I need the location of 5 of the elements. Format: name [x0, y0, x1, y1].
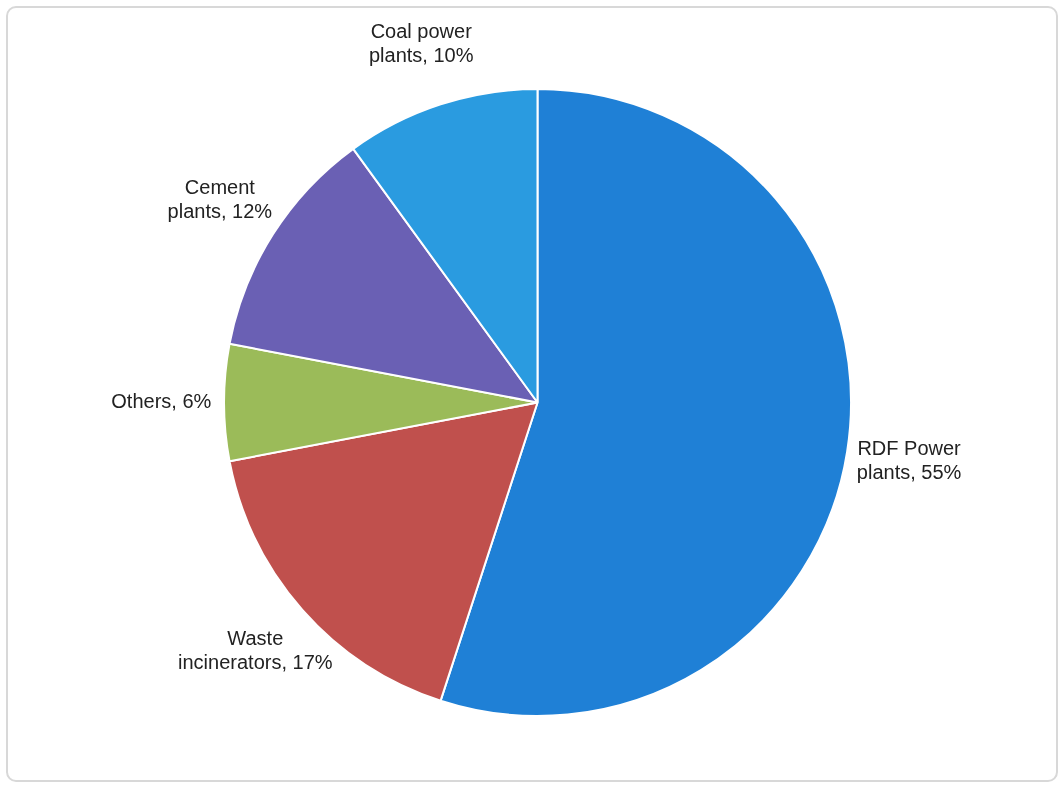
slice-label: RDF Power plants, 55% — [856, 436, 962, 483]
slice-label: Waste incinerators, 17% — [178, 626, 333, 673]
slice-label: Cement plants, 12% — [167, 176, 273, 223]
slice-label: Others, 6% — [111, 390, 212, 413]
slice-label: Coal power plants, 10% — [368, 20, 474, 67]
